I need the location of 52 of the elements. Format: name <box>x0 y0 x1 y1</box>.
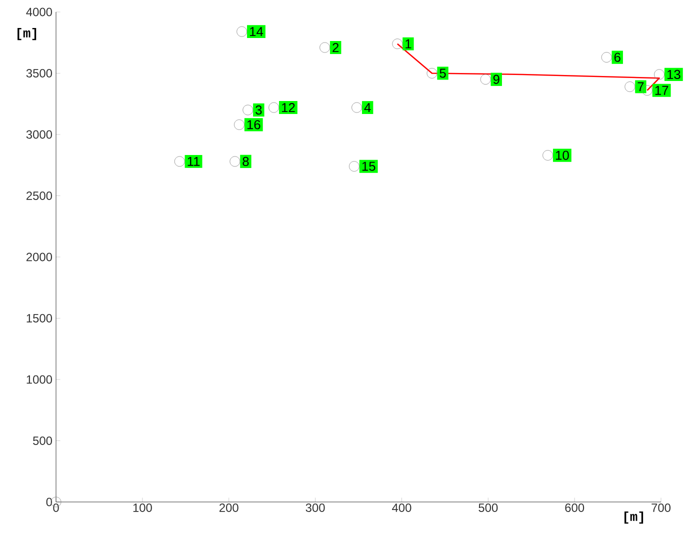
annotation: 5 <box>440 68 446 78</box>
annotation: 6 <box>614 52 620 62</box>
point <box>426 68 438 78</box>
point <box>242 104 254 116</box>
y-tick-label: 2500 <box>26 192 52 200</box>
point <box>654 69 664 80</box>
y-tick-label: 4000 <box>26 8 52 16</box>
x-tick-label: 200 <box>219 504 238 512</box>
x-tick-label: 600 <box>565 504 584 512</box>
y-tick-label: 1000 <box>26 375 52 384</box>
annotation: 12 <box>282 103 295 112</box>
point <box>624 82 636 92</box>
point <box>230 156 240 167</box>
x-tick-label: 400 <box>392 504 412 512</box>
x-axis-title: [m] <box>624 512 644 524</box>
annotation: 3 <box>256 105 262 115</box>
annotation: 7 <box>638 82 644 92</box>
x-tick-label: 500 <box>478 504 498 512</box>
annotation: 2 <box>332 42 339 52</box>
annotation: 4 <box>364 103 371 112</box>
x-tick-label: 100 <box>133 504 152 512</box>
y-tick-label: 3000 <box>26 130 52 139</box>
point <box>352 102 362 113</box>
annotation: 16 <box>247 120 260 130</box>
x-tick-label: 300 <box>306 504 325 512</box>
x-tick-label: 0 <box>53 504 59 512</box>
point <box>392 38 403 50</box>
point <box>268 102 280 113</box>
y-tick-label: 500 <box>33 436 52 445</box>
annotation: 10 <box>556 150 569 160</box>
annotation: 13 <box>667 70 680 80</box>
y-axis-title: [m] <box>18 28 36 40</box>
annotation: 14 <box>250 27 264 36</box>
annotation: 11 <box>188 156 200 166</box>
annotation: 8 <box>242 156 249 166</box>
annotation: 17 <box>655 86 668 95</box>
y-tick-label: 3500 <box>26 69 52 78</box>
x-tick-label: 700 <box>652 504 671 512</box>
y-tick-label: 1500 <box>26 314 52 322</box>
point <box>320 42 330 53</box>
point <box>601 52 612 63</box>
point <box>348 161 360 172</box>
point <box>480 74 491 85</box>
point <box>236 26 248 37</box>
y-tick-label: 0 <box>46 498 52 506</box>
annotation: 1 <box>406 39 412 48</box>
point <box>542 150 553 161</box>
point <box>234 119 244 130</box>
annotation: 15 <box>362 162 376 171</box>
point <box>174 156 185 167</box>
annotation: 9 <box>493 74 500 84</box>
y-tick-label: 2000 <box>26 252 52 262</box>
